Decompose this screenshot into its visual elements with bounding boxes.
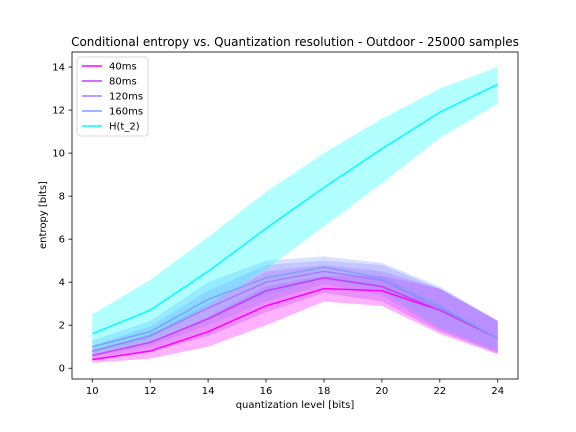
chart-title: Conditional entropy vs. Quantization res…	[71, 35, 519, 49]
x-axis-label: quantization level [bits]	[236, 400, 355, 411]
x-tick-label: 20	[376, 386, 389, 397]
y-axis-label: entropy [bits]	[38, 181, 49, 249]
legend-label-160ms: 160ms	[109, 107, 143, 118]
y-tick-label: 2	[59, 321, 65, 332]
legend-label-120ms: 120ms	[109, 92, 143, 103]
x-tick-label: 10	[86, 386, 99, 397]
y-tick-label: 4	[59, 278, 65, 289]
x-tick-label: 18	[318, 386, 331, 397]
legend-label-h-t-2: H(t_2)	[109, 122, 140, 133]
y-tick-label: 10	[52, 149, 65, 160]
y-tick-label: 0	[59, 364, 65, 375]
x-tick-label: 24	[491, 386, 504, 397]
x-tick-label: 16	[260, 386, 273, 397]
x-tick-label: 22	[433, 386, 446, 397]
y-tick-label: 14	[52, 63, 65, 74]
y-tick-label: 6	[59, 235, 65, 246]
legend-label-40ms: 40ms	[109, 62, 137, 73]
legend-label-80ms: 80ms	[109, 77, 137, 88]
legend: 40ms 80ms 120ms 160ms H(t_2)	[77, 57, 148, 136]
x-tick-label: 12	[144, 386, 157, 397]
y-tick-label: 12	[52, 106, 65, 117]
x-tick-label: 14	[202, 386, 215, 397]
y-tick-label: 8	[59, 192, 65, 203]
